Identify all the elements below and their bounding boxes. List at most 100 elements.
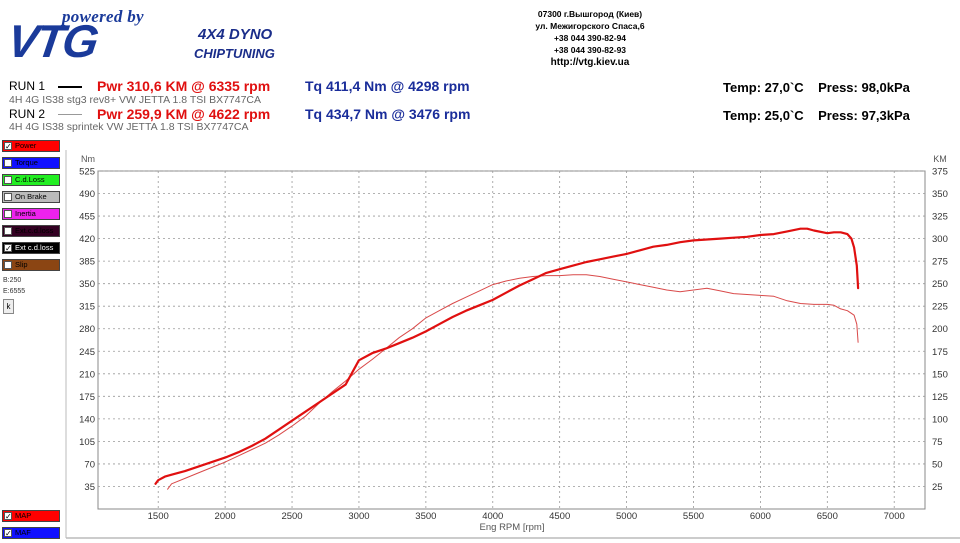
y-left-tick-label: 455 <box>79 212 95 223</box>
y-left-tick-label: 245 <box>79 347 95 358</box>
legend-checkbox[interactable]: ✓ <box>4 244 12 253</box>
y-right-tick-label: 225 <box>932 302 948 313</box>
legend-label: Power <box>15 141 37 150</box>
y-left-tick-label: 385 <box>79 257 95 268</box>
y-left-tick-label: 175 <box>79 392 95 403</box>
legend-item-map[interactable]: ✓ MAP <box>2 510 60 522</box>
series-line-run-1 <box>154 227 860 485</box>
run2-description: 4H 4G IS38 sprintek VW JETTA 1.8 TSI BX7… <box>9 121 249 133</box>
x-axis-label: Eng RPM [rpm] <box>480 522 545 533</box>
x-tick-label: 3000 <box>348 511 369 522</box>
legend-item-c-d-loss[interactable]: C.d.Loss <box>2 174 60 186</box>
run2-conditions: Temp: 25,0`C Press: 97,3kPa <box>723 108 910 123</box>
y-right-tick-label: 375 <box>932 167 948 178</box>
y-right-tick-label: 250 <box>932 279 948 290</box>
y-right-tick-label: 75 <box>932 437 943 448</box>
legend-label: Inertia <box>15 209 36 218</box>
y-right-tick-label: 275 <box>932 257 948 268</box>
y-axis-left-label: Nm <box>81 154 95 164</box>
y-axis-right-label: KM <box>933 154 947 164</box>
y-right-tick-label: 350 <box>932 189 948 200</box>
y-right-tick-label: 25 <box>932 482 943 493</box>
series-line-run-2 <box>167 274 859 490</box>
x-tick-label: 7000 <box>884 511 905 522</box>
logo-dyno: 4X4 DYNO <box>198 26 273 43</box>
legend-item-inertia[interactable]: Inertia <box>2 208 60 220</box>
legend-item-power[interactable]: ✓ Power <box>2 140 60 152</box>
legend-label: Ext c.d.loss <box>15 243 54 252</box>
y-left-tick-label: 140 <box>79 414 95 425</box>
chart-series <box>154 227 860 490</box>
run2-torque: Tq 434,7 Nm @ 3476 rpm <box>305 106 471 122</box>
x-tick-label: 5000 <box>616 511 637 522</box>
address-line-4: +38 044 390-82-93 <box>553 45 627 55</box>
x-tick-label: 2000 <box>215 511 236 522</box>
y-left-tick-label: 315 <box>79 302 95 313</box>
run1-description: 4H 4G IS38 stg3 rev8+ VW JETTA 1.8 TSI B… <box>9 94 262 106</box>
legend-checkbox[interactable] <box>4 227 12 235</box>
address-line-3: +38 044 390-82-94 <box>553 33 627 43</box>
y-left-tick-label: 105 <box>79 437 95 448</box>
legend-checkbox[interactable]: ✓ <box>4 512 12 521</box>
plot-frame <box>97 170 926 510</box>
logo-chiptuning: CHIPTUNING <box>194 46 275 61</box>
y-right-tick-label: 125 <box>932 392 948 403</box>
y-left-tick-label: 490 <box>79 189 95 200</box>
run2-power: Pwr 259,9 KM @ 4622 rpm <box>97 106 271 122</box>
legend-checkbox[interactable] <box>4 210 12 218</box>
legend-item-ext-c-d-loss[interactable]: Ext.c.d.loss <box>2 225 60 237</box>
y-right-tick-label: 175 <box>932 347 948 358</box>
x-tick-label: 2500 <box>281 511 302 522</box>
legend-label: Ext.c.d.loss <box>15 226 54 235</box>
chart-grid <box>97 170 926 510</box>
y-left-tick-label: 350 <box>79 279 95 290</box>
y-left-tick-label: 525 <box>79 167 95 178</box>
x-tick-label: 5500 <box>683 511 704 522</box>
legend-label: Torque <box>15 158 38 167</box>
x-tick-label: 3500 <box>415 511 436 522</box>
legend-label: C.d.Loss <box>15 175 45 184</box>
y-right-tick-label: 150 <box>932 369 948 380</box>
x-tick-label: 6500 <box>817 511 838 522</box>
legend-item-ext-c-d-loss[interactable]: ✓ Ext c.d.loss <box>2 242 60 254</box>
b-value-label: B:250 <box>3 277 22 284</box>
y-left-tick-label: 280 <box>79 324 95 335</box>
run1-conditions: Temp: 27,0`C Press: 98,0kPa <box>723 80 910 95</box>
legend-checkbox[interactable] <box>4 261 12 269</box>
legend-checkbox[interactable] <box>4 193 12 201</box>
legend-checkbox[interactable] <box>4 176 12 184</box>
run1-torque: Tq 411,4 Nm @ 4298 rpm <box>305 78 470 94</box>
legend-checkbox[interactable] <box>4 159 12 167</box>
y-right-tick-label: 325 <box>932 212 948 223</box>
legend-item-maf[interactable]: ✓ MAF <box>2 527 60 539</box>
legend-checkbox[interactable]: ✓ <box>4 529 12 538</box>
legend-item-torque[interactable]: Torque <box>2 157 60 169</box>
address-line-2: ул. Межигорского Спаса,6 <box>535 21 645 31</box>
legend-label: Slip <box>15 260 28 269</box>
address-line-1: 07300 г.Вышгород (Киев) <box>537 9 643 19</box>
x-tick-label: 1500 <box>148 511 169 522</box>
y-left-tick-label: 70 <box>84 459 95 470</box>
y-right-tick-label: 300 <box>932 234 948 245</box>
y-left-tick-label: 210 <box>79 369 95 380</box>
website-url: http://vtg.kiev.ua <box>550 57 630 68</box>
legend-item-on-brake[interactable]: On Brake <box>2 191 60 203</box>
y-right-tick-label: 100 <box>932 414 948 425</box>
legend-label: MAP <box>15 511 32 520</box>
y-right-tick-label: 50 <box>932 459 943 470</box>
run1-label: RUN 1 <box>9 79 46 93</box>
k-button[interactable]: k <box>3 299 14 314</box>
run1-power: Pwr 310,6 KM @ 6335 rpm <box>97 78 271 94</box>
x-tick-label: 6000 <box>750 511 771 522</box>
x-tick-label: 4000 <box>482 511 503 522</box>
legend-checkbox[interactable]: ✓ <box>4 142 12 151</box>
e-value-label: E:6555 <box>3 288 26 295</box>
legend-item-slip[interactable]: Slip <box>2 259 60 271</box>
y-left-tick-label: 35 <box>84 482 95 493</box>
x-tick-label: 4500 <box>549 511 570 522</box>
y-right-tick-label: 200 <box>932 324 948 335</box>
y-left-tick-label: 420 <box>79 234 95 245</box>
logo-powered-by: powered by <box>62 7 144 26</box>
chart-axes: 1500 2000 2500 3000 3500 4000 4500 5000 5500 6000… <box>79 167 948 523</box>
